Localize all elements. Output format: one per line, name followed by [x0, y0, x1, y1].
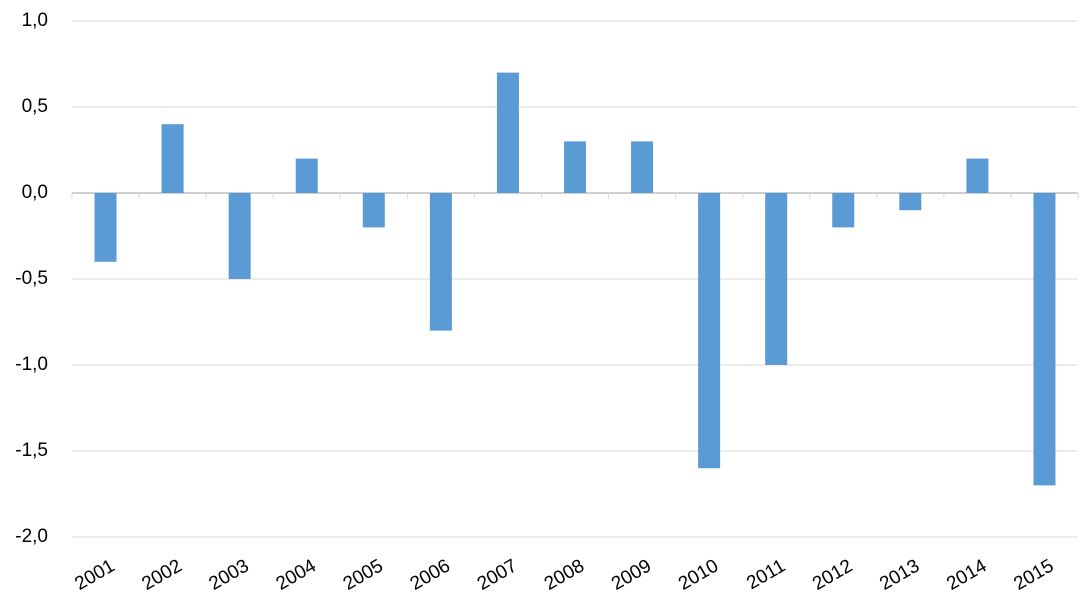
bar: [362, 193, 385, 228]
x-tick-label: 2014: [943, 555, 990, 595]
y-tick-label: -1,5: [15, 440, 48, 461]
y-tick-label: -2,0: [15, 526, 48, 547]
bar: [631, 141, 654, 193]
y-tick-label: 1,0: [22, 10, 48, 31]
x-tick-label: 2006: [407, 555, 454, 594]
x-tick-label: 2002: [138, 555, 185, 594]
x-tick-label: 2010: [675, 555, 722, 594]
y-tick-label: 0,0: [22, 182, 48, 203]
x-tick-label: 2013: [876, 555, 923, 594]
bar: [429, 193, 452, 331]
bar: [564, 141, 586, 193]
bar: [295, 158, 318, 193]
x-tick-label: 2005: [340, 555, 387, 594]
x-tick-label: 2015: [1010, 555, 1057, 594]
bar: [698, 193, 721, 469]
bar: [94, 193, 117, 262]
x-tick-label: 2009: [608, 555, 655, 594]
y-tick-label: -1,0: [15, 354, 48, 375]
bar: [899, 193, 922, 211]
x-tick-label: 2001: [71, 555, 118, 594]
x-tick-label: 2003: [206, 555, 253, 594]
x-tick-label: 2012: [809, 555, 856, 594]
y-tick-label: -0,5: [15, 268, 48, 289]
x-tick-label: 2008: [541, 555, 588, 594]
bar: [1033, 193, 1056, 486]
x-tick-label: 2011: [743, 555, 789, 594]
bar: [496, 72, 519, 193]
bar: [966, 158, 989, 193]
x-tick-label: 2007: [474, 555, 521, 594]
bar: [161, 124, 184, 193]
y-tick-label: 0,5: [22, 96, 48, 117]
bar: [832, 193, 855, 228]
bar: [765, 193, 788, 365]
x-tick-label: 2004: [273, 555, 320, 595]
bar: [228, 193, 251, 279]
